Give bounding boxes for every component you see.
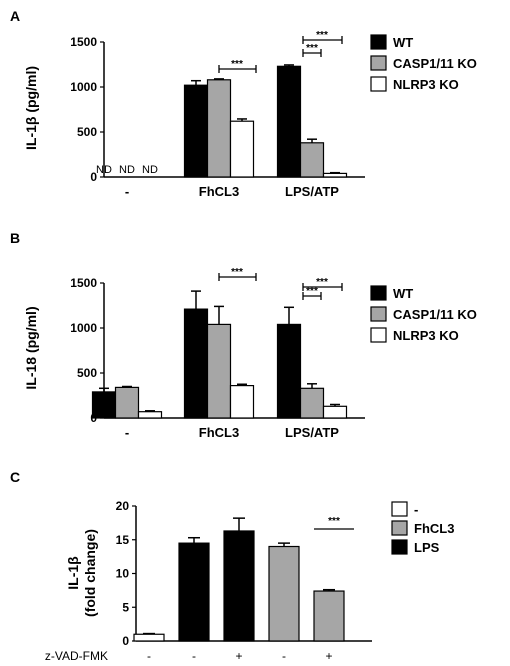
legend-swatch — [391, 539, 408, 555]
y-tick-label: 10 — [116, 567, 130, 581]
y-tick-label: 0 — [90, 170, 97, 184]
panel-letter: A — [10, 8, 20, 24]
y-axis-label: IL-1β (pg/ml) — [23, 66, 39, 150]
bar — [276, 323, 302, 419]
y-axis-label: IL-18 (pg/ml) — [23, 306, 39, 389]
bar — [206, 79, 232, 178]
category-label: LPS/ATP — [285, 184, 339, 199]
bar-label-nd: ND — [142, 164, 158, 176]
category-label: LPS/ATP — [285, 425, 339, 440]
y-tick-label: 1000 — [70, 321, 97, 335]
bar — [299, 387, 325, 419]
bar-label-nd: ND — [96, 164, 112, 176]
bar — [322, 405, 348, 419]
category-label: - — [125, 425, 129, 440]
bar-label-nd: ND — [119, 164, 135, 176]
legend-label: LPS — [414, 540, 440, 555]
y-tick-label: 15 — [116, 533, 130, 547]
legend-label: CASP1/11 KO — [393, 307, 477, 322]
y-tick-label: 0 — [122, 634, 129, 648]
legend-label: WT — [393, 35, 413, 50]
y-tick-label: 500 — [77, 125, 97, 139]
bar — [206, 323, 232, 419]
category-label: - — [125, 184, 129, 199]
significance-label: *** — [328, 516, 340, 527]
significance-label: *** — [231, 267, 243, 278]
significance-label: *** — [316, 277, 328, 288]
bar — [133, 633, 165, 642]
bar — [114, 386, 140, 419]
treatment-sign: - — [192, 649, 196, 663]
y-tick-label: 500 — [77, 366, 97, 380]
legend-swatch — [391, 520, 408, 536]
y-axis-label: IL-1β — [65, 556, 81, 590]
panel-letter: B — [10, 230, 20, 246]
legend-label: - — [414, 502, 418, 517]
bar — [229, 120, 255, 178]
bar — [322, 172, 348, 178]
treatment-sign: + — [235, 649, 242, 663]
significance-label: *** — [306, 286, 318, 297]
bar — [268, 545, 300, 642]
legend-label: NLRP3 KO — [393, 328, 459, 343]
legend-swatch — [370, 327, 387, 343]
legend-swatch — [370, 306, 387, 322]
y-tick-label: 20 — [116, 499, 130, 513]
significance-label: *** — [316, 30, 328, 41]
significance-label: *** — [306, 43, 318, 54]
bar — [223, 530, 255, 642]
bar — [313, 590, 345, 642]
panel-letter: C — [10, 469, 20, 485]
bar — [229, 385, 255, 419]
significance-label: *** — [231, 59, 243, 70]
bar — [178, 542, 210, 642]
bar — [183, 84, 209, 178]
y-axis-label-2: (fold change) — [82, 529, 98, 617]
legend-swatch — [391, 501, 408, 517]
legend-label: CASP1/11 KO — [393, 56, 477, 71]
bar — [91, 391, 117, 419]
y-tick-label: 1000 — [70, 80, 97, 94]
category-label: FhCL3 — [199, 425, 239, 440]
y-tick-label: 1500 — [70, 276, 97, 290]
y-tick-label: 1500 — [70, 35, 97, 49]
legend-swatch — [370, 285, 387, 301]
legend-swatch — [370, 34, 387, 50]
legend-label: NLRP3 KO — [393, 77, 459, 92]
treatment-sign: - — [147, 649, 151, 663]
category-label: FhCL3 — [199, 184, 239, 199]
treatment-sign: - — [282, 649, 286, 663]
treatment-row-label: z-VAD-FMK — [45, 649, 108, 663]
bar — [299, 142, 325, 178]
treatment-sign: + — [325, 649, 332, 663]
legend-label: WT — [393, 286, 413, 301]
legend-label: FhCL3 — [414, 521, 454, 536]
legend-swatch — [370, 55, 387, 71]
bar — [183, 308, 209, 419]
bar — [137, 411, 163, 419]
y-tick-label: 5 — [122, 600, 129, 614]
legend-swatch — [370, 76, 387, 92]
bar — [276, 65, 302, 178]
